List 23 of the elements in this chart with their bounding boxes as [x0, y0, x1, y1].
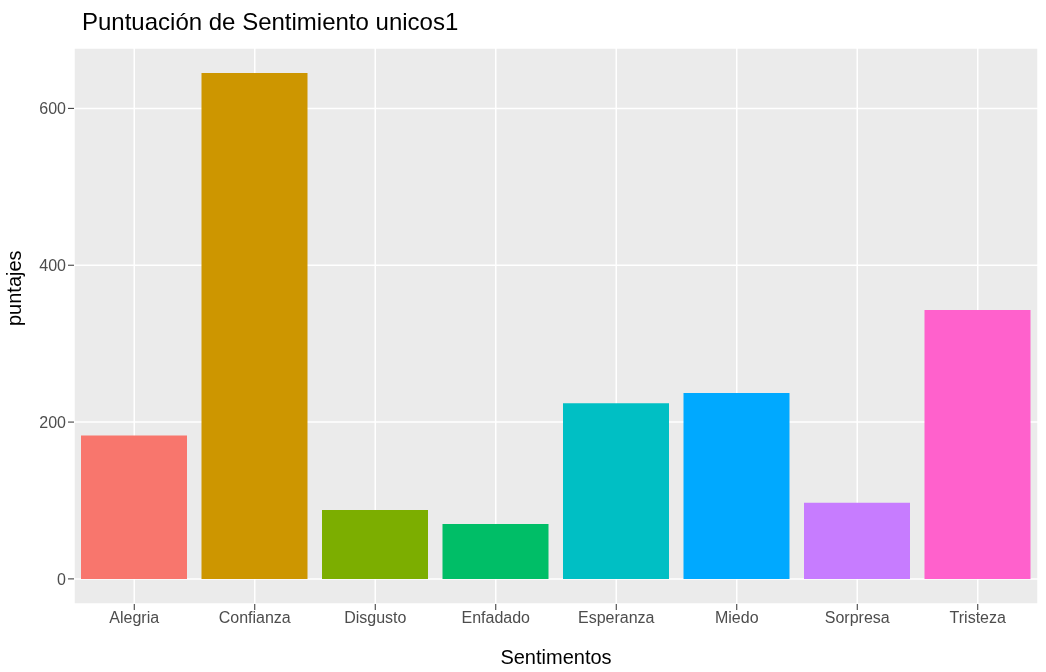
- bar: [563, 403, 669, 579]
- x-tick-label: Alegria: [109, 609, 160, 627]
- x-tick-label: Tristeza: [949, 609, 1006, 627]
- bar: [683, 393, 790, 579]
- x-tick-label: Enfadado: [461, 609, 531, 627]
- y-tick-label: 200: [39, 413, 67, 431]
- bar: [804, 502, 910, 579]
- bar: [442, 524, 549, 579]
- x-tick-label: Esperanza: [578, 609, 655, 627]
- x-tick-label: Sorpresa: [824, 609, 890, 627]
- x-axis-title: Sentimentos: [500, 646, 612, 668]
- x-tick-label: Disgusto: [344, 609, 407, 627]
- x-tick-label: Confianza: [218, 609, 291, 627]
- chart-title: Puntuación de Sentimiento unicos1: [82, 8, 459, 36]
- y-tick-label: 600: [39, 100, 67, 118]
- y-axis-title: puntajes: [3, 250, 26, 326]
- y-tick-label: 0: [57, 570, 67, 588]
- bar: [924, 309, 1031, 579]
- y-tick-label: 400: [39, 256, 67, 274]
- bar: [81, 435, 187, 579]
- x-tick-label: Miedo: [714, 609, 759, 627]
- bar: [322, 509, 428, 579]
- bar: [201, 73, 308, 579]
